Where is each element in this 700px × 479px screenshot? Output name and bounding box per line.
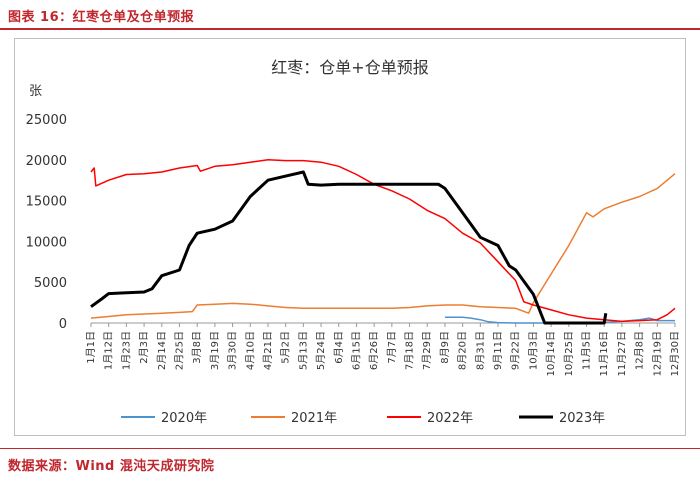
x-tick-label: 10月14日 xyxy=(545,331,557,376)
y-axis-ticks: 0 5000 10000 15000 20000 25000 xyxy=(26,113,67,332)
y-tick-label: 15000 xyxy=(26,195,67,210)
chart-title: 红枣：仓单+仓单预报 xyxy=(271,58,428,77)
x-tick-label: 9月22日 xyxy=(510,331,522,370)
x-tick-label: 2月14日 xyxy=(156,331,168,370)
x-tick-label: 8月9日 xyxy=(439,331,451,364)
x-tick-label: 12月30日 xyxy=(669,331,681,376)
bottom-divider xyxy=(0,448,700,449)
legend-label: 2023年 xyxy=(559,411,605,426)
x-axis: 1月1日 1月12日 1月23日 2月3日 2月14日 2月25日 3月8日 3月19日 3月3… xyxy=(85,322,681,376)
x-tick-label: 8月31日 xyxy=(474,331,486,370)
legend-label: 2020年 xyxy=(161,411,207,426)
red-dates-warehouse-receipt-chart: 红枣：仓单+仓单预报 张 0 5000 10000 15000 20000 25000 1… xyxy=(26,58,681,426)
x-tick-label: 9月11日 xyxy=(492,331,504,370)
x-tick-label: 5月13日 xyxy=(297,331,309,370)
x-tick-label: 7月7日 xyxy=(386,331,398,364)
x-tick-label: 5月24日 xyxy=(315,331,327,370)
x-tick-label: 10月3日 xyxy=(527,331,539,370)
series-layer xyxy=(90,159,676,325)
y-axis-label: 张 xyxy=(29,84,42,99)
x-tick-label: 6月4日 xyxy=(333,331,345,364)
x-tick-label: 4月10日 xyxy=(244,331,256,370)
x-tick-label: 2月3日 xyxy=(138,331,150,364)
x-tick-label: 7月29日 xyxy=(421,331,433,370)
y-tick-label: 25000 xyxy=(26,113,67,128)
x-tick-label: 8月20日 xyxy=(457,331,469,370)
source-note: 数据来源：Wind 混沌天成研究院 xyxy=(8,459,215,474)
x-tick-label: 3月8日 xyxy=(191,331,203,364)
x-tick-label: 12月8日 xyxy=(634,331,646,370)
chart-frame: 红枣：仓单+仓单预报 张 0 5000 10000 15000 20000 25000 1… xyxy=(14,38,686,436)
x-tick-label: 10月25日 xyxy=(563,331,575,376)
series-line-2021年 xyxy=(90,173,676,319)
series-line-2023年 xyxy=(90,170,608,325)
y-tick-label: 20000 xyxy=(26,154,67,169)
x-tick-label: 2月25日 xyxy=(173,331,185,370)
x-tick-label: 7月18日 xyxy=(404,331,416,370)
x-tick-label: 1月23日 xyxy=(120,331,132,370)
x-tick-label: 11月5日 xyxy=(581,331,593,370)
legend-label: 2021年 xyxy=(291,411,337,426)
x-tick-label: 1月1日 xyxy=(85,331,97,364)
x-tick-label: 5月2日 xyxy=(280,331,292,364)
legend: 2020年 2021年 2022年 2023年 xyxy=(121,411,605,426)
legend-label: 2022年 xyxy=(427,411,473,426)
x-tick-label: 4月21日 xyxy=(262,331,274,370)
x-tick-label: 11月27日 xyxy=(616,331,628,376)
y-tick-label: 0 xyxy=(59,317,67,332)
figure-label: 图表 16：红枣仓单及仓单预报 xyxy=(8,10,195,25)
x-tick-label: 11月16日 xyxy=(598,331,610,376)
x-tick-label: 6月26日 xyxy=(368,331,380,370)
y-tick-label: 10000 xyxy=(26,235,67,250)
x-tick-label: 3月19日 xyxy=(209,331,221,370)
x-tick-label: 12月19日 xyxy=(651,331,663,376)
y-tick-label: 5000 xyxy=(34,276,67,291)
x-tick-label: 6月15日 xyxy=(350,331,362,370)
x-tick-label: 1月12日 xyxy=(103,331,115,370)
x-tick-label: 3月30日 xyxy=(227,331,239,370)
top-divider xyxy=(0,28,700,30)
